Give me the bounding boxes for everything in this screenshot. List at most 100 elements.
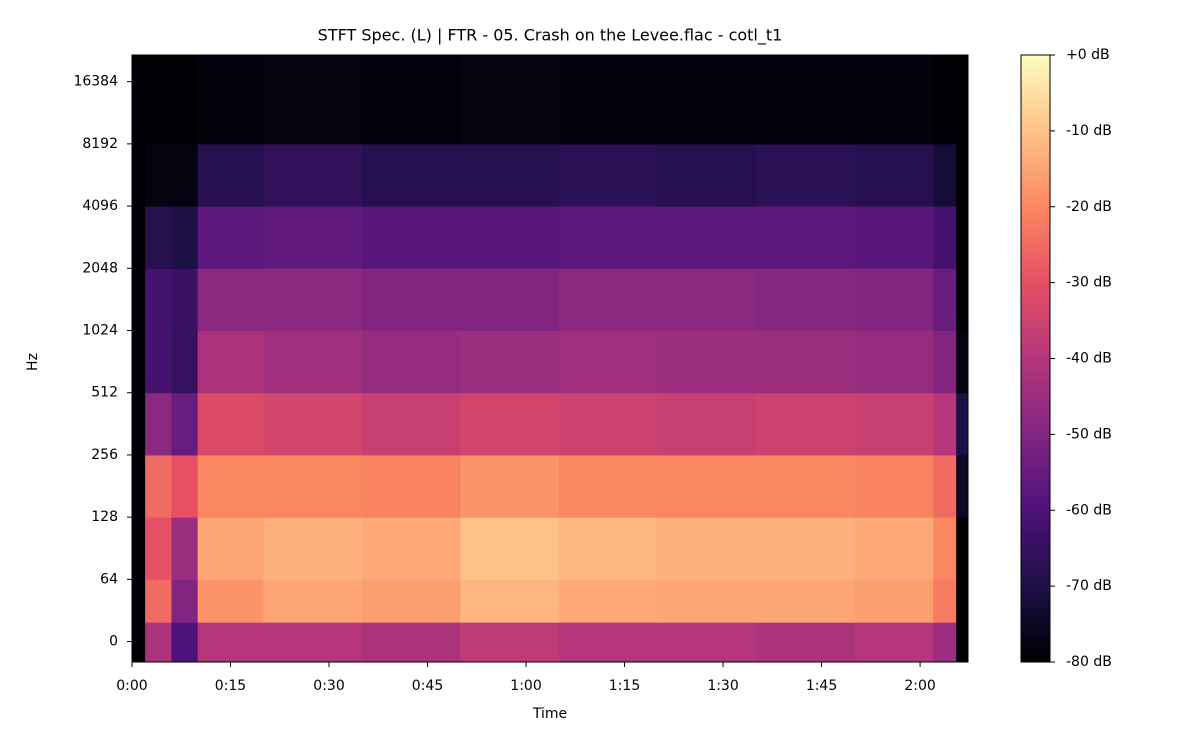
heatmap-cell xyxy=(657,392,757,456)
heatmap-cell xyxy=(263,143,363,207)
colorbar-tick-label: -80 dB xyxy=(1066,654,1112,670)
heatmap-cell xyxy=(755,454,855,518)
heatmap-cell xyxy=(171,392,199,456)
heatmap-cell xyxy=(361,206,461,269)
heatmap-cell xyxy=(171,454,199,518)
y-tick-label: 16384 xyxy=(73,74,118,90)
heatmap-cell xyxy=(956,392,969,456)
y-tick-label: 512 xyxy=(91,385,118,401)
heatmap-cell xyxy=(145,330,172,394)
heatmap-cell xyxy=(933,622,957,663)
heatmap-cell xyxy=(145,579,172,623)
heatmap-cell xyxy=(558,392,658,456)
y-tick-label: 4096 xyxy=(82,198,118,214)
heatmap-cell xyxy=(854,268,934,332)
heatmap-cell xyxy=(956,143,969,207)
heatmap-cell xyxy=(197,268,264,332)
heatmap-cell xyxy=(197,330,264,394)
colorbar-tick-label: -60 dB xyxy=(1066,502,1112,518)
heatmap-cell xyxy=(171,579,199,623)
heatmap-cell xyxy=(755,143,855,207)
heatmap-cell xyxy=(171,268,199,332)
heatmap-cell xyxy=(657,517,757,580)
heatmap-cell xyxy=(657,55,757,145)
heatmap-cell xyxy=(263,454,363,518)
heatmap-cell xyxy=(145,454,172,518)
heatmap-cell xyxy=(460,268,560,332)
heatmap-cell xyxy=(755,268,855,332)
heatmap-cell xyxy=(854,579,934,623)
heatmap-cell xyxy=(755,206,855,269)
heatmap-cell xyxy=(558,143,658,207)
heatmap-cell xyxy=(460,206,560,269)
heatmap-cell xyxy=(145,268,172,332)
heatmap-cell xyxy=(132,55,146,145)
chart-title: STFT Spec. (L) | FTR - 05. Crash on the … xyxy=(318,26,783,46)
heatmap-cell xyxy=(854,330,934,394)
colorbar-tick-label: -20 dB xyxy=(1066,199,1112,215)
heatmap-cell xyxy=(132,454,146,518)
y-tick-label: 128 xyxy=(91,509,118,525)
heatmap-cell xyxy=(854,55,934,145)
y-tick-label: 1024 xyxy=(82,323,118,339)
heatmap-cell xyxy=(197,454,264,518)
heatmap-cell xyxy=(558,517,658,580)
heatmap-cell xyxy=(361,143,461,207)
heatmap-cell xyxy=(197,55,264,145)
heatmap-cell xyxy=(171,206,199,269)
heatmap-cell xyxy=(361,330,461,394)
y-tick-label: 256 xyxy=(91,447,118,463)
heatmap-cell xyxy=(145,392,172,456)
heatmap-cell xyxy=(145,206,172,269)
heatmap-cell xyxy=(460,330,560,394)
heatmap-cell xyxy=(132,206,146,269)
heatmap-cell xyxy=(197,579,264,623)
heatmap-cell xyxy=(956,330,969,394)
heatmap-cell xyxy=(854,454,934,518)
heatmap-cell xyxy=(361,517,461,580)
x-tick-label: 0:00 xyxy=(116,678,147,694)
heatmap-cell xyxy=(145,143,172,207)
heatmap-cell xyxy=(933,579,957,623)
heatmap-cell xyxy=(933,268,957,332)
heatmap-cell xyxy=(361,622,461,663)
heatmap-cell xyxy=(132,579,146,623)
heatmap-cell xyxy=(171,330,199,394)
heatmap-cell xyxy=(956,55,969,145)
heatmap-cell xyxy=(956,622,969,663)
colorbar-tick-label: -50 dB xyxy=(1066,426,1112,442)
x-tick-label: 0:45 xyxy=(412,678,443,694)
colorbar-tick-label: -40 dB xyxy=(1066,351,1112,367)
heatmap-cell xyxy=(361,579,461,623)
heatmap-cell xyxy=(933,454,957,518)
heatmap-cell xyxy=(263,517,363,580)
heatmap-cell xyxy=(197,392,264,456)
heatmap-cell xyxy=(197,622,264,663)
heatmap-cell xyxy=(755,55,855,145)
x-axis-label: Time xyxy=(532,706,567,722)
heatmap-cell xyxy=(171,622,199,663)
heatmap-cell xyxy=(933,392,957,456)
heatmap-cell xyxy=(657,454,757,518)
heatmap-cell xyxy=(197,206,264,269)
heatmap-cell xyxy=(171,517,199,580)
heatmap-cell xyxy=(854,206,934,269)
colorbar xyxy=(1020,54,1051,663)
heatmap-cell xyxy=(145,622,172,663)
heatmap-cell xyxy=(657,268,757,332)
heatmap-cell xyxy=(755,392,855,456)
heatmap-cell xyxy=(197,517,264,580)
colorbar-tick-label: -10 dB xyxy=(1066,123,1112,139)
heatmap-cell xyxy=(132,143,146,207)
y-tick-label: 64 xyxy=(100,571,118,587)
x-tick-label: 2:00 xyxy=(904,678,935,694)
y-axis-label: Hz xyxy=(25,353,41,371)
heatmap-cell xyxy=(263,392,363,456)
heatmap-cell xyxy=(657,579,757,623)
heatmap-cell xyxy=(933,55,957,145)
heatmap-cell xyxy=(558,55,658,145)
x-tick-label: 0:15 xyxy=(215,678,246,694)
heatmap-cell xyxy=(263,579,363,623)
heatmap-cell xyxy=(132,330,146,394)
